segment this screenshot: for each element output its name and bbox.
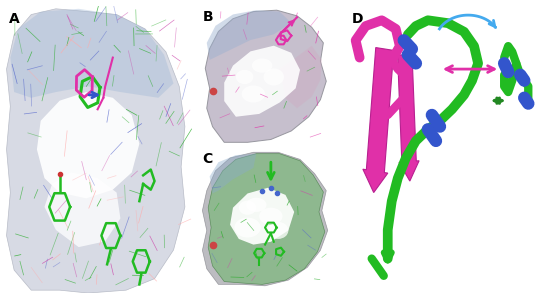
Ellipse shape [242,86,265,102]
Text: A: A [8,12,19,26]
Ellipse shape [252,59,272,73]
FancyArrow shape [363,48,394,193]
Polygon shape [278,46,322,108]
Ellipse shape [246,198,267,212]
Ellipse shape [259,208,283,225]
FancyArrow shape [398,54,419,181]
Ellipse shape [268,222,288,239]
Polygon shape [230,188,294,244]
Polygon shape [202,152,328,286]
Polygon shape [210,154,256,194]
Polygon shape [37,92,139,198]
Polygon shape [45,173,120,247]
Ellipse shape [239,201,256,215]
Polygon shape [205,10,326,142]
Text: D: D [351,12,363,26]
Polygon shape [208,154,325,284]
Ellipse shape [263,68,284,86]
Ellipse shape [236,70,254,84]
Polygon shape [224,46,300,117]
Polygon shape [10,9,174,98]
Text: C: C [202,152,213,166]
Text: B: B [202,10,213,24]
Polygon shape [207,10,292,60]
Ellipse shape [234,218,261,237]
Polygon shape [7,9,185,293]
